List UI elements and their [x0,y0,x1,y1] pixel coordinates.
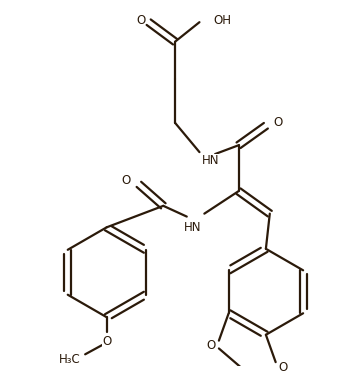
Text: OH: OH [213,14,231,27]
Text: HN: HN [202,154,219,167]
Text: O: O [279,361,288,374]
Text: H₃C: H₃C [59,353,80,366]
Text: O: O [136,14,145,27]
Text: O: O [274,116,283,129]
Text: O: O [207,339,216,352]
Text: HN: HN [184,221,202,234]
Text: O: O [102,335,111,348]
Text: O: O [122,174,131,187]
